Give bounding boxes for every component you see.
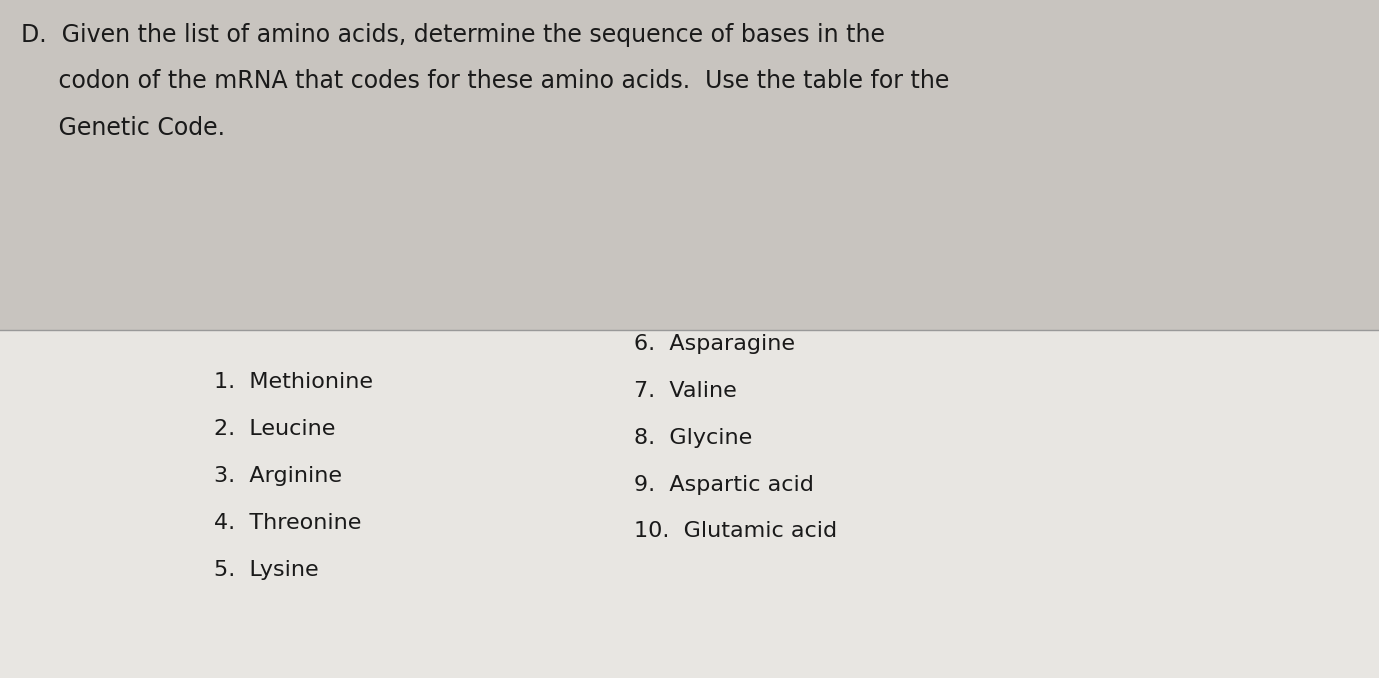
Text: 6.  Asparagine: 6. Asparagine [634, 334, 796, 354]
Text: 8.  Glycine: 8. Glycine [634, 428, 753, 447]
Text: codon of the mRNA that codes for these amino acids.  Use the table for the: codon of the mRNA that codes for these a… [21, 69, 949, 94]
Text: Genetic Code.: Genetic Code. [21, 115, 225, 140]
Text: D.  Given the list of amino acids, determine the sequence of bases in the: D. Given the list of amino acids, determ… [21, 23, 885, 47]
Text: 3.  Arginine: 3. Arginine [214, 466, 342, 486]
Text: 9.  Aspartic acid: 9. Aspartic acid [634, 475, 814, 494]
FancyBboxPatch shape [0, 0, 1379, 330]
Text: 2.  Leucine: 2. Leucine [214, 419, 335, 439]
Text: 4.  Threonine: 4. Threonine [214, 513, 361, 533]
Text: 1.  Methionine: 1. Methionine [214, 372, 372, 392]
Text: 7.  Valine: 7. Valine [634, 380, 738, 401]
Text: 5.  Lysine: 5. Lysine [214, 560, 319, 580]
FancyBboxPatch shape [0, 330, 1379, 678]
Text: 10.  Glutamic acid: 10. Glutamic acid [634, 521, 837, 542]
